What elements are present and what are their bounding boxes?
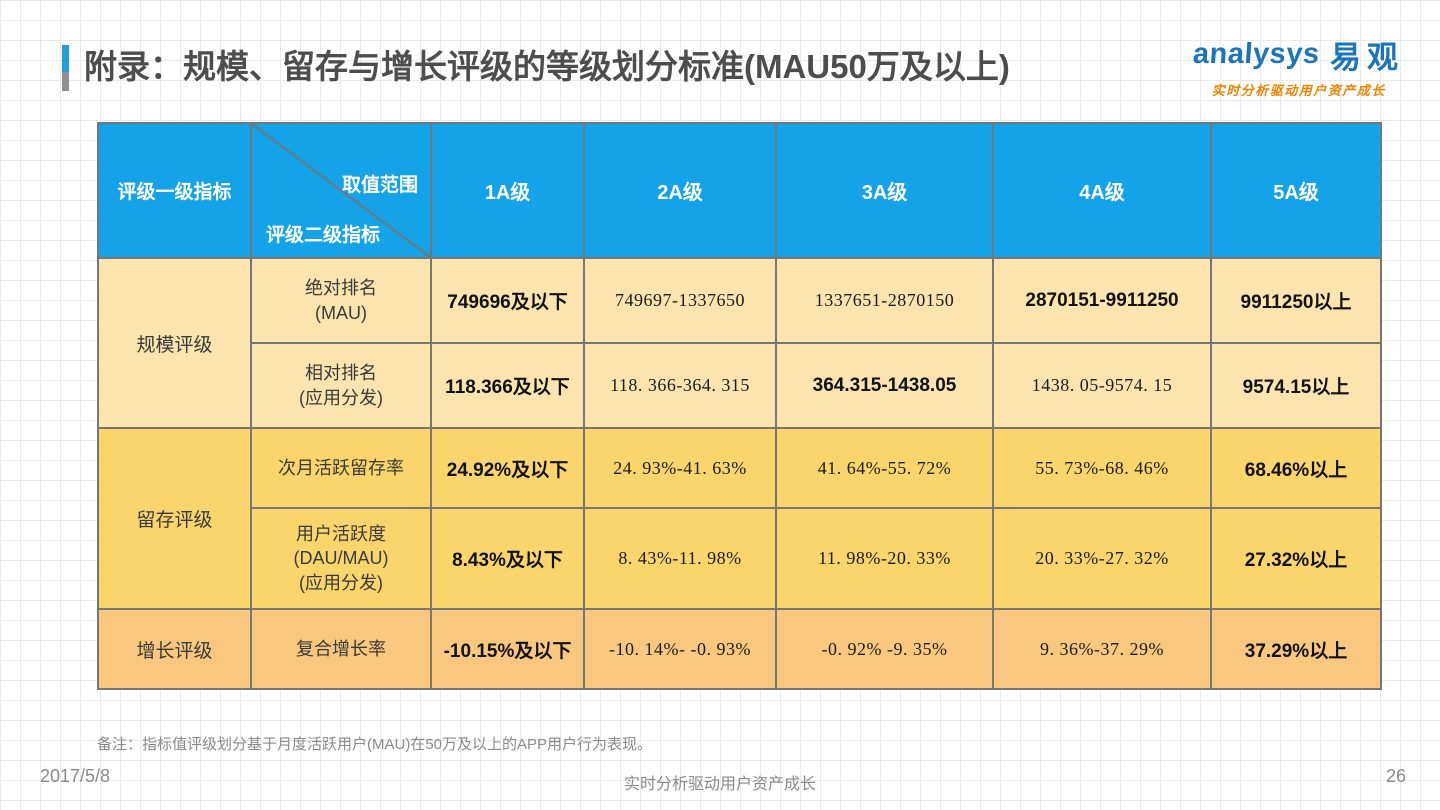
analysys-wordmark: analysys 易观 (1192, 32, 1404, 77)
note-text: 备注：指标值评级划分基于月度活跃用户(MAU)在50万及以上的APP用户行为表现… (97, 736, 653, 753)
table-cell: 41. 64%-55. 72% (775, 427, 994, 509)
header-grade-1a: 1A级 (430, 122, 585, 259)
diagonal-divider-line (252, 124, 430, 257)
header-diagonal-cell: 取值范围 评级二级指标 (250, 122, 432, 259)
header-grade-2a: 2A级 (583, 122, 777, 259)
header-value-range: 取值范围 (341, 175, 418, 196)
rating-criteria-table: 评级一级指标 取值范围 评级二级指标 1A级 2A级 3A级 4A级 5A级 规… (97, 122, 1382, 690)
table-cell: 749697-1337650 (583, 257, 777, 344)
logo-brand-en: analysys (1192, 38, 1322, 70)
table-cell: 364.315-1438.05 (775, 342, 994, 429)
indicator-absolute-rank: 绝对排名 (MAU) (250, 257, 432, 344)
group-label-growth: 增长评级 (97, 608, 252, 690)
table-cell: -10. 14%- -0. 93% (583, 608, 777, 690)
table-cell: -10.15%及以下 (430, 608, 585, 690)
title-accent-bar (62, 45, 69, 91)
table-row: 留存评级 次月活跃留存率 24.92%及以下 24. 93%-41. 63% 4… (97, 427, 1382, 610)
table-cell: 37.29%以上 (1210, 608, 1382, 690)
group-label-retention: 留存评级 (97, 427, 252, 610)
indicator-compound-growth: 复合增长率 (250, 608, 432, 690)
title-accent-gray (62, 72, 69, 91)
header-level2-indicator: 评级二级指标 (266, 225, 381, 246)
table-cell: 9. 36%-37. 29% (992, 608, 1212, 690)
table-cell: 20. 33%-27. 32% (992, 507, 1212, 610)
logo-tagline: 实时分析驱动用户资产成长 (1211, 83, 1386, 98)
table-cell: 2870151-9911250 (992, 257, 1212, 344)
table-cell: 27.32%以上 (1210, 507, 1382, 610)
table-row: 规模评级 绝对排名 (MAU) 749696及以下 749697-1337650… (97, 257, 1382, 429)
table-cell: -0. 92% -9. 35% (775, 608, 994, 690)
table-cell: 68.46%以上 (1210, 427, 1382, 509)
header-level1-indicator: 评级一级指标 (97, 122, 252, 259)
table-row: 用户活跃度 (DAU/MAU) (应用分发) 8.43%及以下 8. 43%-1… (98, 507, 1382, 610)
header-grade-4a: 4A级 (992, 122, 1212, 259)
title-block: 附录：规模、留存与增长评级的等级划分标准(MAU50万及以上) (62, 42, 1010, 92)
footer-slogan: 实时分析驱动用户资产成长 (623, 776, 816, 793)
indicator-user-activity: 用户活跃度 (DAU/MAU) (应用分发) (250, 507, 432, 610)
table-cell: 8.43%及以下 (430, 507, 585, 610)
table-cell: 24. 93%-41. 63% (583, 427, 777, 509)
table-cell: 749696及以下 (430, 257, 585, 344)
indicator-relative-rank: 相对排名 (应用分发) (250, 342, 432, 429)
indicator-next-month-retention: 次月活跃留存率 (250, 427, 432, 509)
page-number: 26 (1385, 766, 1406, 786)
group-label-scale: 规模评级 (97, 257, 252, 429)
table-cell: 118. 366-364. 315 (583, 342, 777, 429)
table-cell: 8. 43%-11. 98% (583, 507, 777, 610)
logo-brand-cn: 易观 (1330, 40, 1404, 75)
table-row: 增长评级 复合增长率 -10.15%及以下 -10. 14%- -0. 93% … (97, 608, 1382, 690)
table-row: 相对排名 (应用分发) 118.366及以下 118. 366-364. 315… (98, 342, 1382, 429)
page-title: 附录：规模、留存与增长评级的等级划分标准(MAU50万及以上) (84, 48, 1010, 85)
table-cell: 11. 98%-20. 33% (775, 507, 994, 610)
header-grade-5a: 5A级 (1210, 122, 1382, 259)
title-accent-blue (62, 45, 69, 72)
footer-date: 2017/5/8 (40, 766, 111, 786)
analysys-logo: analysys 易观 实时分析驱动用户资产成长 (1192, 32, 1404, 99)
table-cell: 24.92%及以下 (430, 427, 585, 509)
table-cell: 118.366及以下 (430, 342, 585, 429)
table-cell: 9574.15以上 (1210, 342, 1382, 429)
header-grade-3a: 3A级 (775, 122, 994, 259)
table-cell: 1438. 05-9574. 15 (992, 342, 1212, 429)
table-cell: 9911250以上 (1210, 257, 1382, 344)
table-cell: 1337651-2870150 (775, 257, 994, 344)
table-cell: 55. 73%-68. 46% (992, 427, 1212, 509)
